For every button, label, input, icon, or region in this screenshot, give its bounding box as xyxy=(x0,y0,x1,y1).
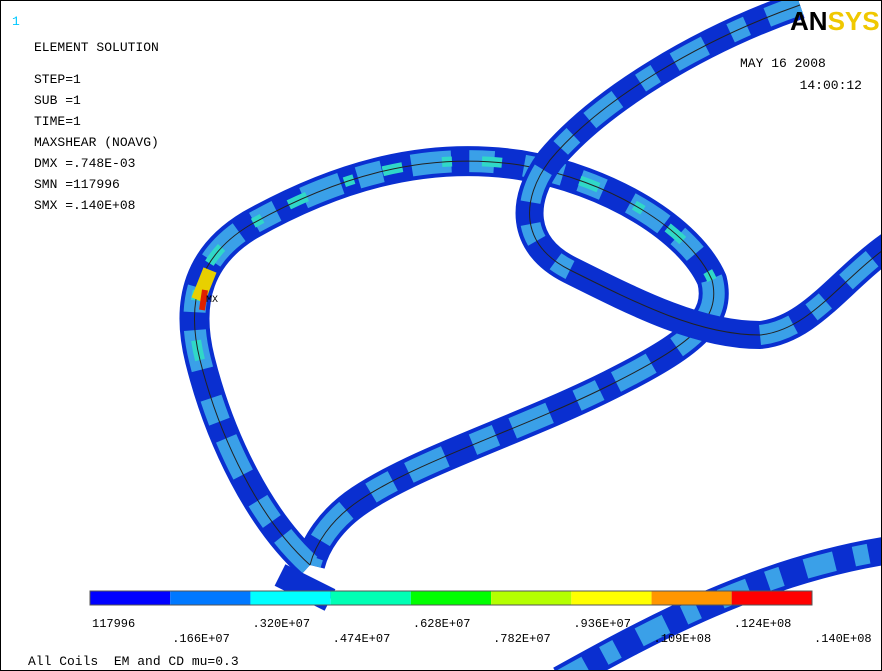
coil-upper xyxy=(515,1,881,349)
legend-swatch xyxy=(491,591,572,605)
window-number: 1 xyxy=(12,14,20,29)
header-line: SMX =.140E+08 xyxy=(34,198,135,213)
header-line: MAXSHEAR (NOAVG) xyxy=(34,135,159,150)
coil-left xyxy=(179,146,729,577)
date: MAY 16 2008 xyxy=(740,56,826,71)
color-legend: 117996 .166E+07 .320E+07 .474E+07 .628E+07 .7… xyxy=(89,590,872,646)
legend-swatch xyxy=(651,591,732,605)
header-line: STEP=1 xyxy=(34,72,81,87)
footer: All Coils EM and CD mu=0.3 xyxy=(28,654,239,669)
max-marker: MX xyxy=(206,295,218,306)
legend-swatch xyxy=(250,591,331,605)
legend-label: .936E+07 xyxy=(573,617,631,631)
header-line: DMX =.748E-03 xyxy=(34,156,135,171)
logo: ANSYS xyxy=(790,6,880,36)
legend-swatch xyxy=(90,591,171,605)
legend-label: .124E+08 xyxy=(734,617,792,631)
legend-label: .782E+07 xyxy=(493,632,551,646)
header-line: SUB =1 xyxy=(34,93,81,108)
legend-label: 117996 xyxy=(92,617,135,631)
legend-label: .474E+07 xyxy=(333,632,391,646)
coils xyxy=(179,1,881,670)
header-title: ELEMENT SOLUTION xyxy=(34,40,159,55)
header-lines: STEP=1 SUB =1 TIME=1 MAXSHEAR (NOAVG) DMX =.… xyxy=(34,72,159,213)
time: 14:00:12 xyxy=(800,78,862,93)
legend-swatch xyxy=(731,591,812,605)
legend-swatch xyxy=(170,591,251,605)
header-line: TIME=1 xyxy=(34,114,81,129)
logo-dark: AN xyxy=(790,6,828,36)
legend-label: .628E+07 xyxy=(413,617,471,631)
legend-label: .320E+07 xyxy=(252,617,310,631)
logo-light: SYS xyxy=(828,6,880,36)
legend-label: .109E+08 xyxy=(654,632,712,646)
legend-border xyxy=(89,590,813,606)
legend-swatch xyxy=(330,591,411,605)
legend-label: .166E+07 xyxy=(172,632,230,646)
legend-swatch xyxy=(571,591,652,605)
legend-label: .140E+08 xyxy=(814,632,872,646)
header-line: SMN =117996 xyxy=(34,177,120,192)
legend-swatch xyxy=(410,591,492,605)
